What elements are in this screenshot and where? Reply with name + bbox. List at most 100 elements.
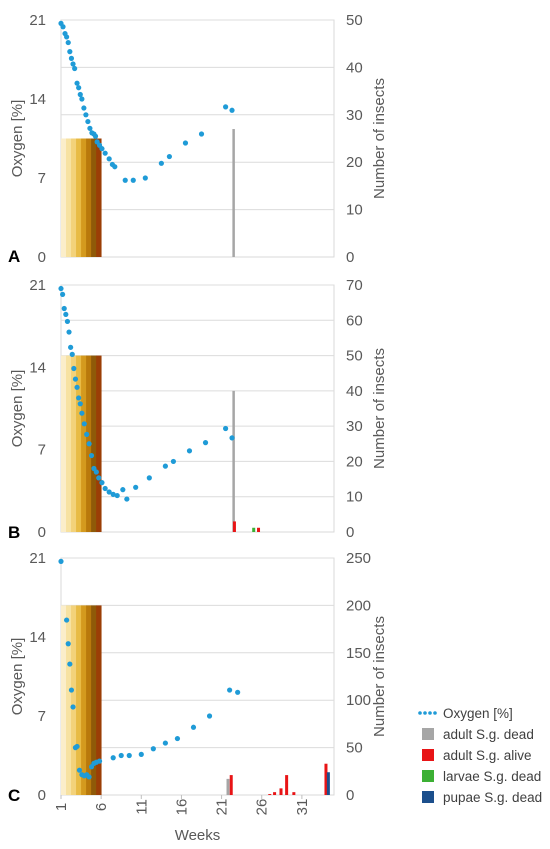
insect-bar xyxy=(292,792,296,795)
oxygen-point xyxy=(76,85,82,91)
right-tick-label: 0 xyxy=(346,787,354,804)
chart-panel-b: 0 10 20 30 40 50 60 70 0 7 14 21 Oxygen [%] Number of… xyxy=(8,277,388,542)
oxygen-point xyxy=(124,496,130,502)
development-stripe xyxy=(76,138,82,257)
oxygen-point xyxy=(65,641,71,647)
oxygen-point xyxy=(229,435,235,441)
oxygen-point xyxy=(64,617,70,623)
insect-bar xyxy=(279,788,283,795)
insect-bar xyxy=(285,775,289,795)
oxygen-point xyxy=(72,65,78,72)
oxygen-point xyxy=(174,735,181,742)
left-tick-label: 0 xyxy=(38,524,46,541)
left-tick-label: 0 xyxy=(38,249,46,266)
left-tick-label: 0 xyxy=(38,787,46,804)
oxygen-point xyxy=(198,131,205,137)
oxygen-point xyxy=(126,752,132,759)
oxygen-point xyxy=(88,452,95,459)
oxygen-point xyxy=(86,441,92,447)
oxygen-point xyxy=(112,164,118,170)
right-tick-label: 10 xyxy=(346,202,363,219)
legend-label: Oxygen [%] xyxy=(443,706,513,721)
oxygen-point xyxy=(138,751,144,757)
development-stripe xyxy=(81,138,87,257)
development-stripe xyxy=(76,605,82,795)
panel-label: C xyxy=(8,786,20,805)
oxygen-point xyxy=(71,365,77,372)
oxygen-point xyxy=(79,410,85,416)
plot-area xyxy=(60,284,335,533)
right-tick-label: 60 xyxy=(346,312,363,329)
oxygen-point xyxy=(162,463,168,469)
oxygen-point xyxy=(70,61,76,67)
x-tick-label: 1 xyxy=(53,803,70,811)
oxygen-point xyxy=(110,491,116,497)
oxygen-point xyxy=(223,104,229,110)
oxygen-point xyxy=(86,774,92,780)
left-tick-label: 7 xyxy=(38,708,46,725)
development-stripe xyxy=(96,138,102,257)
oxygen-point xyxy=(110,755,116,761)
development-stripe xyxy=(61,355,67,532)
oxygen-point xyxy=(83,112,89,118)
insect-bar xyxy=(324,763,328,795)
oxygen-point xyxy=(58,558,64,564)
oxygen-point xyxy=(69,351,75,357)
development-stripe xyxy=(91,355,97,532)
development-stripe xyxy=(66,355,72,532)
oxygen-point xyxy=(118,752,124,759)
development-stripe xyxy=(61,138,67,257)
oxygen-point xyxy=(63,311,69,318)
oxygen-point xyxy=(84,431,90,437)
oxygen-point xyxy=(81,105,87,111)
left-axis-title: Oxygen [%] xyxy=(9,100,26,178)
oxygen-point xyxy=(102,485,108,492)
oxygen-point xyxy=(106,489,112,495)
right-tick-label: 50 xyxy=(346,12,363,29)
right-axis-title: Number of insects xyxy=(371,616,388,737)
chart-panel-a: 0 10 20 30 40 50 0 7 14 21 Oxygen [%] Number of ins… xyxy=(8,12,388,266)
oxygen-point xyxy=(76,767,83,773)
development-stripe xyxy=(91,138,97,257)
oxygen-point xyxy=(65,39,71,46)
oxygen-point xyxy=(60,291,66,298)
x-tick-label: 26 xyxy=(254,799,271,816)
plot-area xyxy=(60,557,335,796)
right-tick-label: 50 xyxy=(346,348,363,365)
left-tick-label: 21 xyxy=(29,277,46,294)
insect-bar xyxy=(273,792,277,795)
oxygen-point xyxy=(81,421,87,427)
insect-bar xyxy=(229,775,233,795)
oxygen-point xyxy=(66,329,72,335)
development-stripe xyxy=(71,355,77,532)
right-tick-label: 250 xyxy=(346,550,371,567)
oxygen-point xyxy=(162,740,168,746)
oxygen-point xyxy=(68,687,75,693)
development-stripe xyxy=(76,355,82,532)
oxygen-point xyxy=(67,49,73,55)
development-stripe xyxy=(86,138,92,257)
oxygen-point xyxy=(72,376,79,382)
plot-area xyxy=(60,19,335,258)
oxygen-point xyxy=(96,475,102,481)
x-tick-label: 11 xyxy=(133,799,150,815)
left-tick-label: 21 xyxy=(29,12,46,29)
oxygen-point xyxy=(227,687,233,693)
oxygen-point xyxy=(96,758,103,764)
right-tick-label: 10 xyxy=(346,489,363,506)
x-tick-label: 6 xyxy=(93,803,110,811)
oxygen-point xyxy=(206,713,213,719)
right-tick-label: 100 xyxy=(346,692,371,709)
oxygen-point xyxy=(202,440,209,446)
left-tick-label: 7 xyxy=(38,442,46,459)
development-stripe xyxy=(71,605,77,795)
legend: Oxygen [%] adult S.g. dead adult S.g. aliv… xyxy=(418,706,542,805)
legend-swatch xyxy=(422,770,434,782)
left-axis-title: Oxygen [%] xyxy=(9,370,26,448)
legend-label: adult S.g. alive xyxy=(443,748,532,763)
oxygen-point xyxy=(223,425,229,432)
right-tick-label: 40 xyxy=(346,59,363,76)
x-tick-label: 16 xyxy=(173,799,190,816)
oxygen-point xyxy=(79,96,85,102)
